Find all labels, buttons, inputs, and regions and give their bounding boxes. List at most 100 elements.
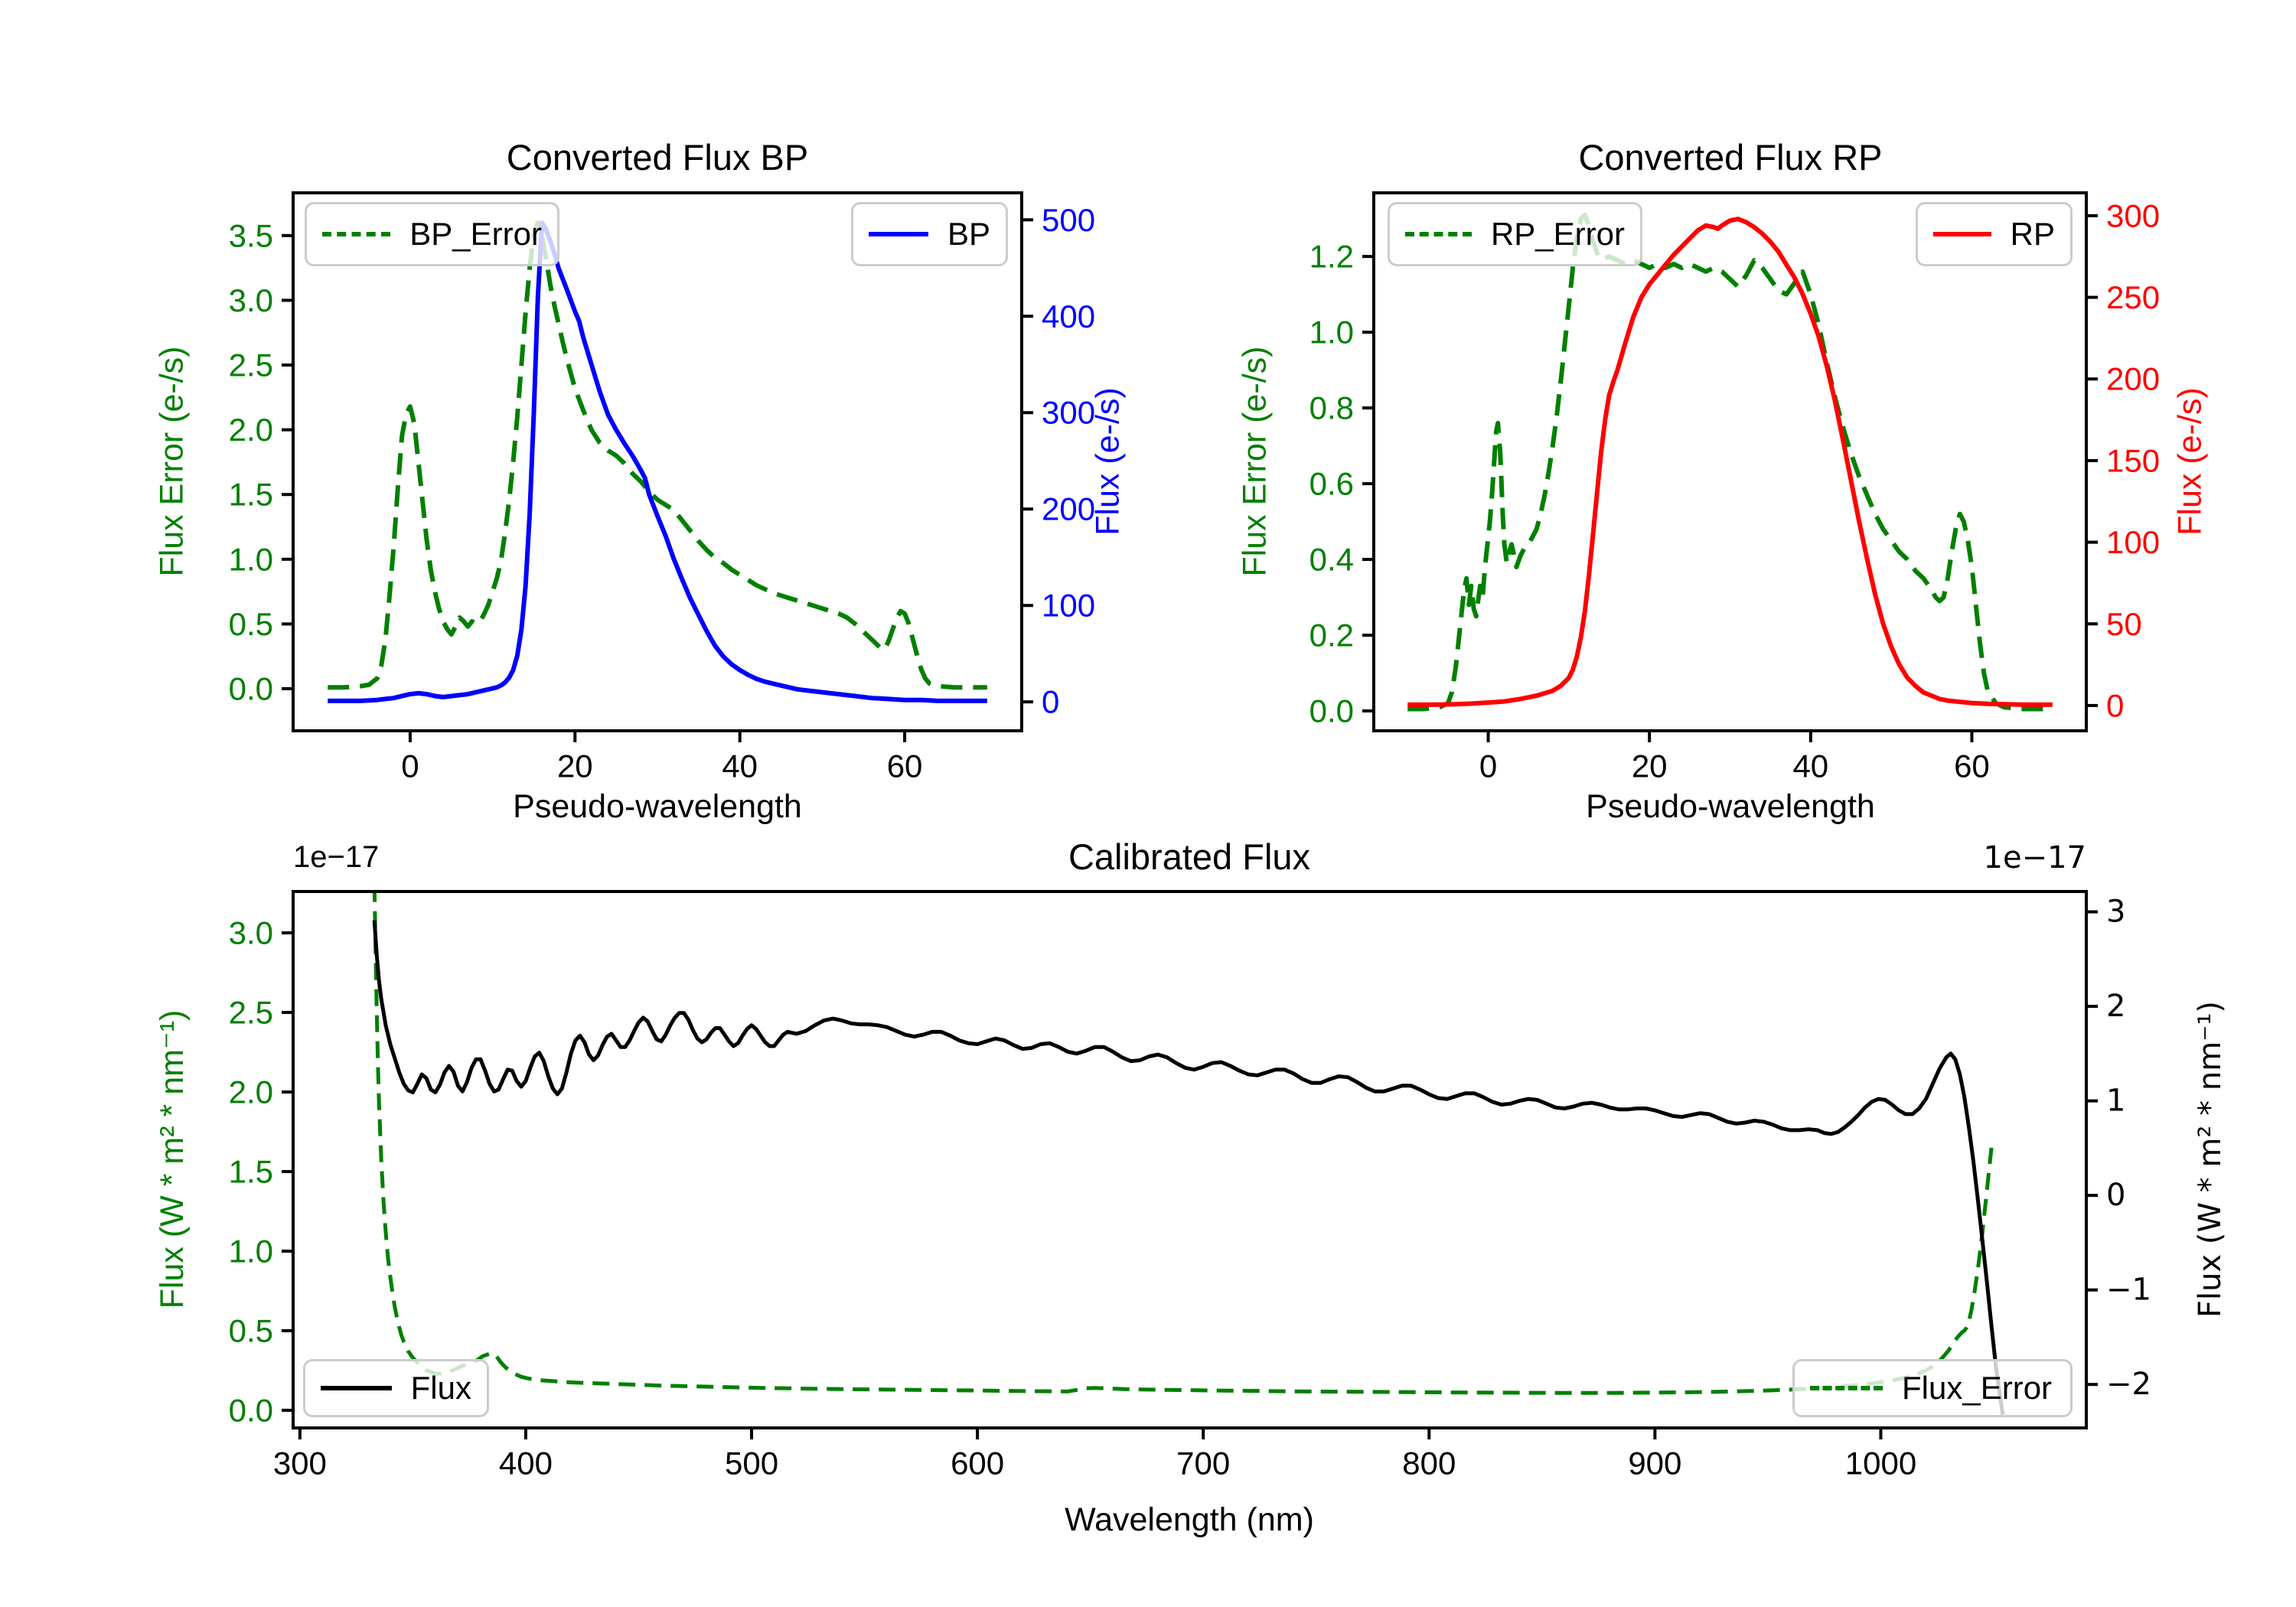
left-tick-label: 1.5 xyxy=(229,477,273,513)
x-tick-label: 600 xyxy=(951,1445,1004,1481)
left-tick-label: 0.0 xyxy=(229,671,273,707)
rp-title: Converted Flux RP xyxy=(1578,137,1883,178)
calibrated-left-ylabel: Flux (W * m² * nm⁻¹) xyxy=(154,1009,191,1309)
RP-line xyxy=(1407,217,2053,707)
left-tick-label: 2.0 xyxy=(229,1074,273,1110)
rp-left-ylabel: Flux Error (e-/s) xyxy=(1236,346,1274,577)
right-tick-label: 2 xyxy=(2106,989,2125,1024)
left-tick-label: 3.5 xyxy=(229,217,273,253)
rp-error-legend-label: RP_Error xyxy=(1490,216,1625,252)
left-tick-label: 2.5 xyxy=(229,995,273,1031)
x-tick-label: 20 xyxy=(557,748,593,784)
x-tick-label: 0 xyxy=(401,748,419,784)
bp-error-legend-label: BP_Error xyxy=(409,216,542,252)
right-tick-label: 100 xyxy=(1042,588,1095,624)
BP-line xyxy=(328,220,987,703)
left-tick-label: 3.0 xyxy=(229,282,273,318)
x-tick-label: 40 xyxy=(1792,748,1828,784)
left-tick-label: 0.5 xyxy=(229,606,273,642)
right-tick-label: 250 xyxy=(2106,279,2160,315)
Flux-line xyxy=(372,920,2005,1416)
BP_Error-line xyxy=(328,220,987,690)
calibrated-right-ylabel: Flux (W * m² * nm⁻¹) xyxy=(2193,1001,2228,1318)
bp-right-ylabel: Flux (e-/s) xyxy=(1089,387,1127,536)
calibrated-xlabel: Wavelength (nm) xyxy=(1065,1501,1314,1538)
left-tick-label: 0.8 xyxy=(1309,390,1354,426)
right-tick-label: 300 xyxy=(1042,395,1095,431)
x-tick-label: 500 xyxy=(725,1445,778,1481)
bp-legend[interactable]: BP xyxy=(851,202,1008,266)
left-offset-text: 1e−17 xyxy=(293,840,380,874)
right-tick-label: 0 xyxy=(2106,1178,2125,1213)
chart-1: 0 20 40 60 0.0 0.2 0.4 0.6 0.8 1.0 1.2 0 50 100 150 200… xyxy=(1309,191,2160,784)
x-tick-label: 0 xyxy=(1479,748,1497,784)
left-tick-label: 1.2 xyxy=(1309,239,1354,275)
left-tick-label: 2.0 xyxy=(229,412,273,448)
right-tick-label: 0 xyxy=(2106,687,2124,723)
left-tick-label: 0.0 xyxy=(1309,693,1354,729)
bp-error-legend[interactable]: BP_Error xyxy=(305,202,559,266)
left-tick-label: 0.2 xyxy=(1309,618,1354,654)
x-tick-label: 800 xyxy=(1402,1445,1456,1481)
x-tick-label: 60 xyxy=(887,748,923,784)
flux-legend-line xyxy=(321,1386,392,1390)
x-tick-label: 40 xyxy=(722,748,758,784)
right-tick-label: 200 xyxy=(2106,361,2160,397)
x-tick-label: 700 xyxy=(1176,1445,1230,1481)
x-tick-label: 300 xyxy=(273,1445,327,1481)
left-tick-label: 1.0 xyxy=(1309,315,1354,350)
bp-legend-label: BP xyxy=(947,216,990,252)
axes-spines xyxy=(292,890,2088,1429)
right-tick-label: 300 xyxy=(2106,197,2160,233)
x-tick-label: 900 xyxy=(1628,1445,1681,1481)
flux-error-legend-label: Flux_Error xyxy=(1902,1370,2053,1406)
right-tick-label: 3 xyxy=(2106,895,2125,930)
rp-legend[interactable]: RP xyxy=(1916,202,2073,266)
left-tick-label: 0.5 xyxy=(229,1312,273,1348)
right-tick-label: 200 xyxy=(1042,491,1095,527)
right-tick-label: 50 xyxy=(2106,606,2142,642)
right-tick-label: −1 xyxy=(2106,1273,2151,1308)
rp-xlabel: Pseudo-wavelength xyxy=(1586,788,1875,825)
right-tick-label: 100 xyxy=(2106,524,2160,560)
right-tick-label: 1 xyxy=(2106,1084,2125,1119)
right-tick-label: 0 xyxy=(1042,684,1059,720)
rp-legend-label: RP xyxy=(2010,216,2055,252)
left-tick-label: 1.5 xyxy=(229,1153,273,1189)
rp-right-ylabel: Flux (e-/s) xyxy=(2171,387,2209,536)
left-tick-label: 3.0 xyxy=(229,915,273,951)
bp-error-legend-line xyxy=(322,232,391,236)
x-tick-label: 1000 xyxy=(1845,1445,1916,1481)
right-offset-text: 1e−17 xyxy=(1983,840,2086,875)
axes-spines xyxy=(292,191,1023,732)
bp-title: Converted Flux BP xyxy=(506,137,809,178)
rp-error-legend-line xyxy=(1405,232,1472,236)
RP_Error-line xyxy=(1407,212,2053,712)
right-tick-label: 500 xyxy=(1042,202,1095,238)
flux-error-legend-line xyxy=(1810,1386,1883,1390)
rp-error-legend[interactable]: RP_Error xyxy=(1388,202,1642,266)
x-tick-label: 60 xyxy=(1954,748,1990,784)
right-tick-label: −2 xyxy=(2106,1367,2151,1402)
flux-legend-label: Flux xyxy=(410,1370,471,1406)
right-tick-label: 400 xyxy=(1042,298,1095,334)
left-tick-label: 1.0 xyxy=(229,1233,273,1269)
left-tick-label: 0.4 xyxy=(1309,542,1354,578)
chart-0: 0 20 40 60 0.0 0.5 1.0 1.5 2.0 2.5 3.0 3.5 0 100 200 30… xyxy=(229,191,1095,784)
left-tick-label: 0.0 xyxy=(229,1392,273,1428)
flux-legend[interactable]: Flux xyxy=(303,1359,489,1417)
calibrated-title: Calibrated Flux xyxy=(1068,836,1311,877)
chart-2: 300 400 500 600 700 800 900 1000 0.0 0.5 1.0 1.5 2.0… xyxy=(229,890,2151,1481)
left-tick-label: 1.0 xyxy=(229,541,273,577)
left-tick-label: 2.5 xyxy=(229,347,273,383)
Flux_Error-line xyxy=(372,892,1994,1395)
flux-error-legend[interactable]: Flux_Error xyxy=(1792,1359,2073,1417)
x-tick-label: 20 xyxy=(1632,748,1668,784)
bp-left-ylabel: Flux Error (e-/s) xyxy=(153,346,191,577)
right-tick-label: 150 xyxy=(2106,442,2160,478)
x-tick-label: 400 xyxy=(499,1445,553,1481)
bp-legend-line xyxy=(869,232,928,236)
left-tick-label: 0.6 xyxy=(1309,466,1354,502)
